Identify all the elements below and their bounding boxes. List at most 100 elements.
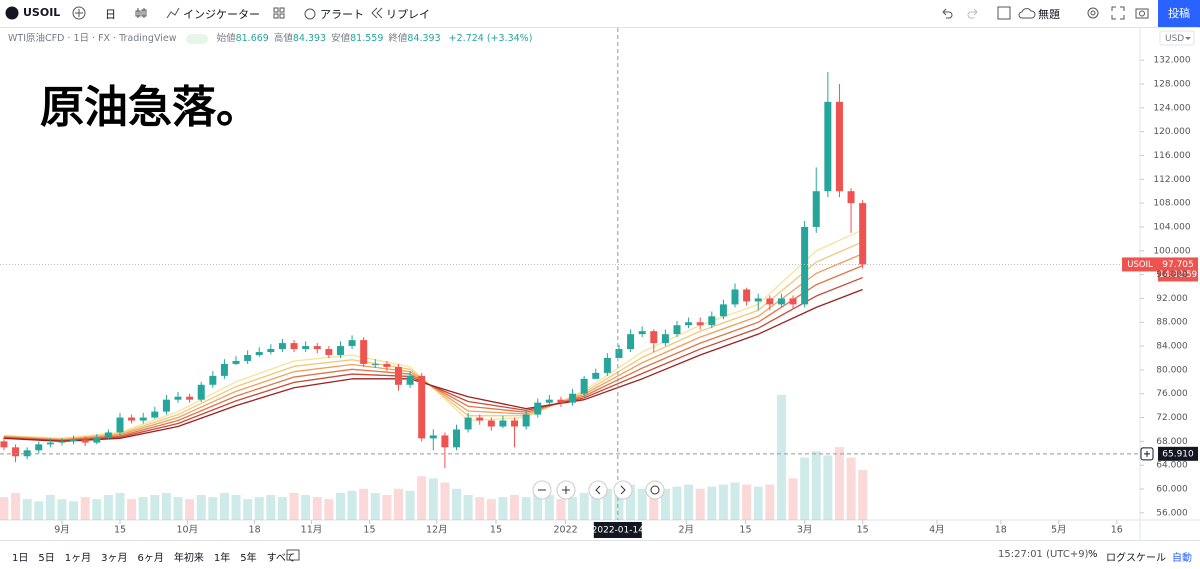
publish[interactable]: 投稿 xyxy=(1158,0,1200,27)
undo[interactable] xyxy=(940,6,954,20)
candle-body xyxy=(719,304,727,317)
volume-bar xyxy=(312,497,322,520)
percent-toggle[interactable]: % xyxy=(1088,549,1098,560)
x-tick-label: 15 xyxy=(363,525,375,536)
ribbon-layer xyxy=(3,229,863,443)
reset[interactable] xyxy=(645,480,665,500)
candle-body xyxy=(139,417,147,421)
volume-bar xyxy=(626,484,636,520)
y-tick-label: 72.000 xyxy=(1156,413,1188,423)
candle-body xyxy=(754,298,762,302)
candle-body xyxy=(104,432,112,438)
volume-bar xyxy=(103,495,113,520)
volume-bar xyxy=(0,497,9,520)
candle-body xyxy=(557,399,565,403)
change: +2.724 (+3.34%) xyxy=(448,33,533,44)
layout-name[interactable]: 無題 xyxy=(1038,8,1060,21)
x-tick-label: 3月 xyxy=(797,525,813,536)
candle-body xyxy=(441,435,449,448)
alert[interactable]: アラート xyxy=(320,8,364,21)
templates[interactable] xyxy=(273,7,285,19)
range-button[interactable]: 1年 xyxy=(213,553,231,564)
candle-body xyxy=(731,289,739,305)
candle-body xyxy=(93,437,101,443)
volume-bar xyxy=(92,499,102,520)
candle-body xyxy=(360,340,368,364)
symbol[interactable]: USOIL xyxy=(23,6,61,19)
candle-body xyxy=(511,420,519,427)
settings[interactable] xyxy=(1086,6,1100,20)
indicators[interactable]: インジケーター xyxy=(183,8,260,21)
volume-bar xyxy=(730,482,740,520)
log-toggle[interactable]: ログスケール xyxy=(1106,553,1166,564)
candle-body xyxy=(835,101,843,192)
range-button[interactable]: すべて xyxy=(266,553,296,564)
y-tick-label: 92.000 xyxy=(1156,294,1188,304)
volume-bar xyxy=(370,492,380,520)
range-button[interactable]: 3ヶ月 xyxy=(101,553,128,564)
range-button[interactable]: 6ヶ月 xyxy=(137,553,164,564)
y-tick-label: 100.000 xyxy=(1153,246,1190,256)
currency[interactable]: USD xyxy=(1165,34,1184,44)
fullscreen[interactable] xyxy=(1111,6,1125,20)
volume-bar xyxy=(138,497,148,520)
add-symbol[interactable] xyxy=(72,6,86,20)
range-button[interactable]: 1日 xyxy=(12,553,29,564)
interval[interactable]: 日 xyxy=(105,8,116,21)
date-range-icon[interactable] xyxy=(286,549,300,561)
select-box[interactable] xyxy=(997,6,1011,20)
candle-body xyxy=(46,442,54,445)
candle-body xyxy=(812,191,820,227)
candle-body xyxy=(336,346,344,356)
range-button[interactable]: 年初来 xyxy=(173,553,204,564)
snapshot[interactable] xyxy=(1135,6,1149,20)
candle-body xyxy=(696,322,704,326)
alert-icon xyxy=(304,8,316,20)
x-tick-label: 16 xyxy=(1111,525,1123,536)
ohlc-label: 高値 xyxy=(273,33,293,44)
candle-body xyxy=(615,349,623,358)
x-tick-label: 2022 xyxy=(553,525,577,536)
x-tick-label: 18 xyxy=(249,525,261,536)
range-button[interactable]: 5年 xyxy=(240,553,257,564)
volume-bar xyxy=(219,492,229,520)
plot-area xyxy=(0,28,1140,520)
volume-bar xyxy=(173,497,183,520)
range-button[interactable]: 5日 xyxy=(38,553,55,564)
replay-icon xyxy=(371,7,383,19)
candle-body xyxy=(859,203,867,265)
candle-body xyxy=(534,402,542,415)
redo[interactable] xyxy=(966,6,980,20)
scroll-left[interactable] xyxy=(588,480,608,500)
y-tick-label: 64.000 xyxy=(1156,461,1188,471)
auto-toggle[interactable]: 自動 xyxy=(1172,553,1192,564)
candle-body xyxy=(650,331,658,344)
symbol-icon xyxy=(5,6,19,20)
x-tick-label: 11月 xyxy=(301,525,323,536)
candle-body xyxy=(383,363,391,367)
volume-bar xyxy=(289,492,299,520)
cloud-icon xyxy=(1018,8,1036,19)
volume-bar xyxy=(579,492,589,520)
candle-body xyxy=(81,439,89,443)
volume-bar xyxy=(533,492,543,520)
annotation: 原油急落。 xyxy=(40,82,260,133)
candle-body xyxy=(302,346,310,350)
ohlc-value: 84.393 xyxy=(407,33,441,44)
chart-style[interactable] xyxy=(134,6,148,20)
volume-bar xyxy=(498,497,508,520)
y-tick-label: 124.000 xyxy=(1153,103,1190,113)
ribbon-line xyxy=(3,253,863,441)
candle-body xyxy=(406,375,414,385)
range-button[interactable]: 1ヶ月 xyxy=(64,553,92,564)
zoom-controls[interactable] xyxy=(532,480,665,500)
currency-box[interactable] xyxy=(1159,30,1195,46)
candle-body xyxy=(290,343,298,350)
volume-bar xyxy=(277,497,287,520)
replay[interactable]: リプレイ xyxy=(386,8,430,21)
scroll-right[interactable] xyxy=(613,480,633,500)
volume-bar xyxy=(834,447,844,520)
candle-body xyxy=(0,441,8,448)
volume-bar xyxy=(695,488,705,520)
volume-bar xyxy=(34,501,44,520)
